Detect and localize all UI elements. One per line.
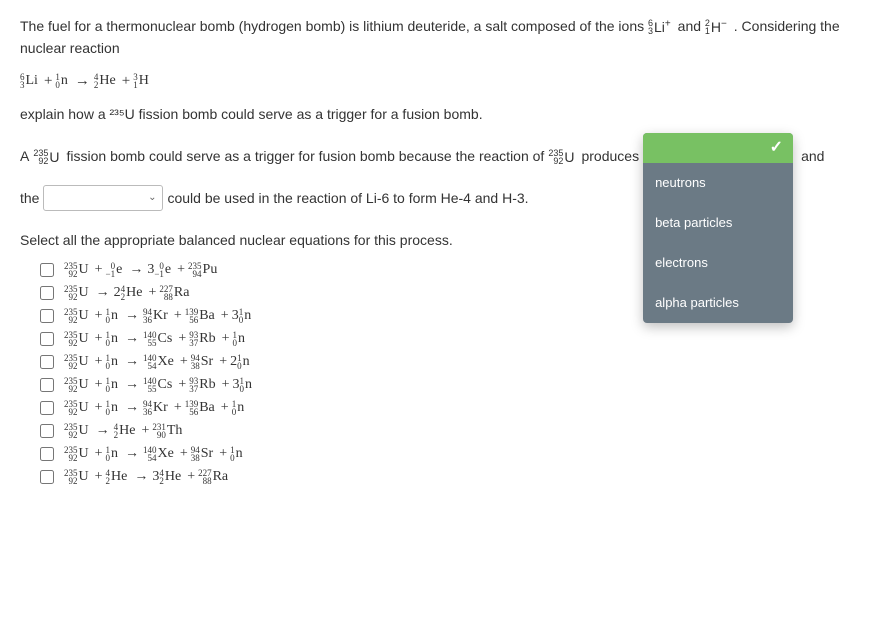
u235-nuclide: 23592U bbox=[548, 142, 577, 171]
dropdown-option[interactable]: alpha particles bbox=[643, 283, 793, 323]
question-intro: The fuel for a thermonuclear bomb (hydro… bbox=[20, 16, 866, 59]
equation-render: 23592U→42He+23190Th bbox=[64, 423, 185, 440]
equation-render: 23592U+10n→14054Xe+9438Sr+10n bbox=[64, 446, 246, 463]
equation-render: 23592U+42He→342He+22788Ra bbox=[64, 469, 231, 486]
equation-row: 23592U+10n→14054Xe+9438Sr+210n bbox=[40, 354, 866, 371]
dropdown-option[interactable]: electrons bbox=[643, 243, 793, 283]
equation-row: 23592U+10n→14055Cs+9337Rb+10n bbox=[40, 331, 866, 348]
dropdown-2[interactable]: ⌄ bbox=[43, 185, 163, 211]
equation-render: 23592U+10n→14055Cs+9337Rb+10n bbox=[64, 331, 248, 348]
fill-a1: A bbox=[20, 142, 29, 170]
fill-tail: and bbox=[801, 142, 824, 170]
main-reaction: 63Li+10n→42He+31H bbox=[20, 73, 866, 90]
equation-render: 23592U→242He+22788Ra bbox=[64, 285, 192, 302]
h-ion: 21H− bbox=[705, 18, 730, 34]
equation-row: 23592U→42He+23190Th bbox=[40, 423, 866, 440]
equation-checkbox[interactable] bbox=[40, 263, 54, 277]
fill-a2: fission bomb could serve as a trigger fo… bbox=[67, 142, 545, 170]
equation-row: 23592U+10n→14055Cs+9337Rb+310n bbox=[40, 377, 866, 394]
chevron-down-icon: ⌄ bbox=[148, 188, 156, 208]
explain-text: explain how a ²³⁵U fission bomb could se… bbox=[20, 104, 866, 125]
equation-row: 23592U+10n→9436Kr+13956Ba+10n bbox=[40, 400, 866, 417]
intro-part1: The fuel for a thermonuclear bomb (hydro… bbox=[20, 18, 648, 34]
equation-checkbox[interactable] bbox=[40, 378, 54, 392]
dropdown-option[interactable]: beta particles bbox=[643, 203, 793, 243]
equation-render: 23592U+10n→9436Kr+13956Ba+310n bbox=[64, 308, 254, 325]
equation-checkbox[interactable] bbox=[40, 401, 54, 415]
fill-a3: produces bbox=[581, 142, 639, 170]
fill-b2: could be used in the reaction of Li-6 to… bbox=[167, 184, 528, 212]
equation-row: 23592U+42He→342He+22788Ra bbox=[40, 469, 866, 486]
check-icon: ✓ bbox=[770, 133, 783, 164]
dropdown-check-header[interactable]: ✓ bbox=[643, 133, 793, 163]
equation-render: 23592U+10n→14055Cs+9337Rb+310n bbox=[64, 377, 255, 394]
equation-checkbox[interactable] bbox=[40, 424, 54, 438]
u235-nuclide: 23592U bbox=[33, 142, 62, 171]
intro-and: and bbox=[678, 18, 705, 34]
dropdown-panel: ✓ neutronsbeta particleselectronsalpha p… bbox=[643, 133, 793, 323]
fill-b1: the bbox=[20, 184, 39, 212]
equation-checkbox[interactable] bbox=[40, 332, 54, 346]
equation-checkbox[interactable] bbox=[40, 309, 54, 323]
equation-render: 23592U+0−1e→30−1e+23594Pu bbox=[64, 262, 220, 279]
equation-checkbox[interactable] bbox=[40, 470, 54, 484]
fill-sentence-1: A 23592U fission bomb could serve as a t… bbox=[20, 139, 866, 174]
dropdown-option[interactable]: neutrons bbox=[643, 163, 793, 203]
equation-checkbox[interactable] bbox=[40, 286, 54, 300]
equation-checkbox[interactable] bbox=[40, 447, 54, 461]
equation-render: 23592U+10n→14054Xe+9438Sr+210n bbox=[64, 354, 253, 371]
li-ion: 63Li+ bbox=[648, 18, 674, 34]
equation-row: 23592U+10n→14054Xe+9438Sr+10n bbox=[40, 446, 866, 463]
equation-render: 23592U+10n→9436Kr+13956Ba+10n bbox=[64, 400, 247, 417]
equation-checkbox[interactable] bbox=[40, 355, 54, 369]
